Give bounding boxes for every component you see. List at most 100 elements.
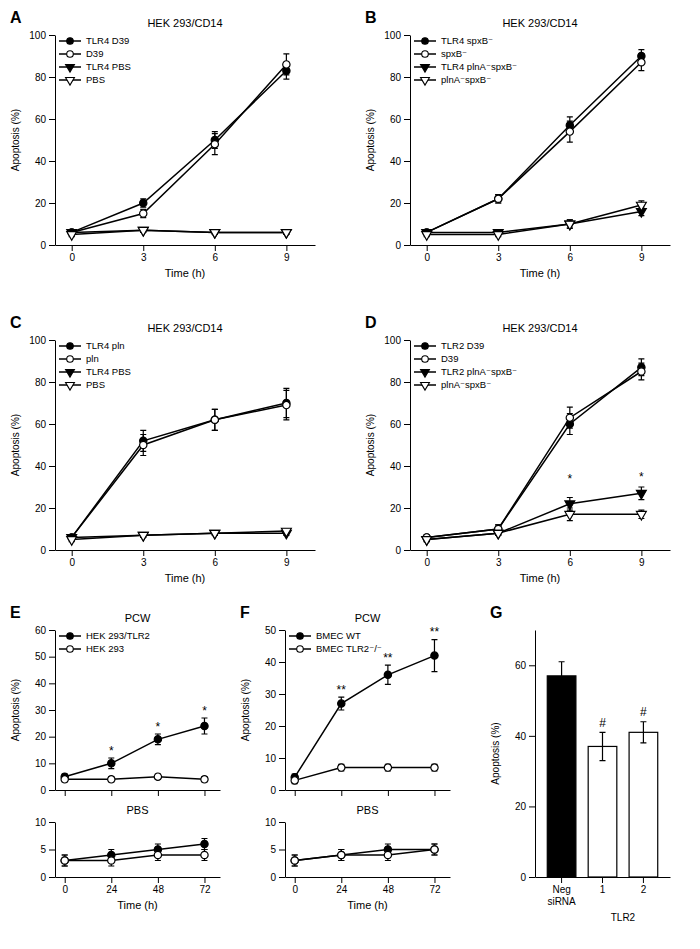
marker bbox=[281, 528, 291, 537]
x-tick-mark bbox=[602, 877, 603, 883]
y-tick-label: 50 bbox=[265, 625, 277, 636]
y-tick-mark bbox=[404, 161, 410, 162]
panel: 01020304050PCWApoptosis (%)BMEC WTBMEC T… bbox=[240, 604, 451, 796]
legend-item: plnA⁻spxB⁻ bbox=[414, 74, 491, 85]
x-tick-label: 48 bbox=[153, 884, 165, 895]
series bbox=[422, 207, 647, 238]
y-tick-mark bbox=[404, 35, 410, 36]
panel: 0369020406080100HEK 293/CD14Time (h)Apop… bbox=[365, 9, 671, 279]
error-bar bbox=[108, 777, 114, 782]
y-tick: 100 bbox=[29, 30, 55, 41]
error-bar bbox=[283, 390, 289, 419]
y-tick-mark bbox=[279, 877, 285, 878]
y-tick: 40 bbox=[390, 461, 410, 472]
marker bbox=[211, 416, 218, 423]
y-tick: 0 bbox=[520, 872, 535, 883]
y-tick: 100 bbox=[384, 335, 410, 346]
x-tick: 72 bbox=[429, 877, 441, 895]
error-bar bbox=[638, 54, 644, 71]
x-tick: 72 bbox=[199, 877, 211, 895]
marker bbox=[638, 368, 645, 375]
y-tick: 20 bbox=[35, 198, 55, 209]
legend-label: TLR4 pln bbox=[86, 340, 125, 351]
x-tick-label: 0 bbox=[69, 252, 75, 263]
x-tick-mark bbox=[204, 877, 205, 883]
y-tick-label: 60 bbox=[35, 625, 47, 636]
legend-swatch bbox=[422, 343, 429, 350]
y-tick-mark bbox=[404, 77, 410, 78]
y-tick-label: 40 bbox=[515, 731, 527, 742]
y-tick: 5 bbox=[40, 844, 55, 855]
legend: TLR4 plnplnTLR4 PBSPBS bbox=[59, 340, 131, 390]
legend-item: TLR4 D39 bbox=[59, 35, 129, 46]
x-tick: 0 bbox=[62, 877, 68, 895]
error-bar bbox=[385, 764, 391, 770]
x-tick-mark bbox=[286, 245, 287, 251]
x-tick-label: 3 bbox=[496, 557, 502, 568]
x-tick-mark bbox=[111, 877, 112, 883]
legend-label: BMEC WT bbox=[316, 630, 361, 641]
marker bbox=[565, 221, 575, 230]
series bbox=[68, 390, 290, 541]
x-tick-mark bbox=[143, 550, 144, 556]
x-tick-mark bbox=[65, 790, 66, 796]
y-tick: 5 bbox=[270, 844, 285, 855]
x-axis bbox=[56, 790, 221, 796]
y-tick: 0 bbox=[40, 240, 55, 251]
legend-swatch bbox=[67, 343, 74, 350]
x-axis bbox=[286, 790, 451, 796]
title: PBS bbox=[126, 804, 148, 816]
series bbox=[61, 773, 208, 783]
panel: 0369020406080100HEK 293/CD14Time (h)Apop… bbox=[10, 9, 316, 279]
error-bar bbox=[201, 839, 207, 850]
y-tick: 40 bbox=[515, 731, 535, 742]
marker bbox=[210, 530, 220, 539]
error-bar bbox=[431, 844, 437, 855]
legend-label: TLR4 plnA⁻spxB⁻ bbox=[441, 61, 517, 72]
y-tick-mark bbox=[404, 119, 410, 120]
y-axis: 020406080100 bbox=[384, 335, 410, 556]
series bbox=[423, 54, 645, 236]
y-tick-mark bbox=[404, 424, 410, 425]
y-tick: 10 bbox=[35, 817, 55, 828]
marker bbox=[291, 857, 298, 864]
error-bar bbox=[62, 777, 68, 782]
marker bbox=[211, 416, 218, 423]
plot-area bbox=[67, 388, 292, 545]
y-tick-mark bbox=[49, 77, 55, 78]
error-bar bbox=[431, 844, 437, 855]
series bbox=[422, 487, 647, 545]
x-tick-mark bbox=[158, 790, 159, 796]
y-tick-mark bbox=[49, 466, 55, 467]
y-tick-mark bbox=[279, 822, 285, 823]
x-axis: 0369 bbox=[56, 550, 316, 568]
y-tick-label: 0 bbox=[40, 872, 46, 883]
panel-label: G bbox=[490, 604, 502, 621]
series bbox=[291, 764, 438, 784]
y-axis-title: Apoptosis (%) bbox=[240, 679, 251, 741]
marker bbox=[493, 530, 503, 539]
panel: 0369020406080100HEK 293/CD14Time (h)Apop… bbox=[10, 314, 316, 584]
x-tick-label: 6 bbox=[213, 252, 219, 263]
marker bbox=[566, 414, 573, 421]
marker bbox=[67, 537, 77, 546]
x-axis: NegsiRNA12 bbox=[536, 877, 671, 907]
y-tick-label: 40 bbox=[35, 156, 47, 167]
y-tick-label: 0 bbox=[270, 785, 276, 796]
y-axis: 0510 bbox=[265, 817, 286, 883]
error-bar bbox=[385, 665, 391, 684]
series bbox=[61, 839, 208, 867]
series bbox=[67, 528, 292, 545]
x-tick: 24 bbox=[336, 877, 348, 895]
x-tick-label: 9 bbox=[284, 557, 290, 568]
marker bbox=[140, 199, 147, 206]
y-tick-mark bbox=[279, 630, 285, 631]
x-axis-line bbox=[56, 245, 316, 246]
series-line bbox=[427, 62, 642, 232]
y-tick-mark bbox=[49, 119, 55, 120]
marker bbox=[61, 776, 68, 783]
series bbox=[291, 640, 438, 781]
y-tick-label: 0 bbox=[520, 872, 526, 883]
annotation: * bbox=[639, 470, 644, 484]
y-axis: 0 5 10 bbox=[35, 817, 56, 883]
